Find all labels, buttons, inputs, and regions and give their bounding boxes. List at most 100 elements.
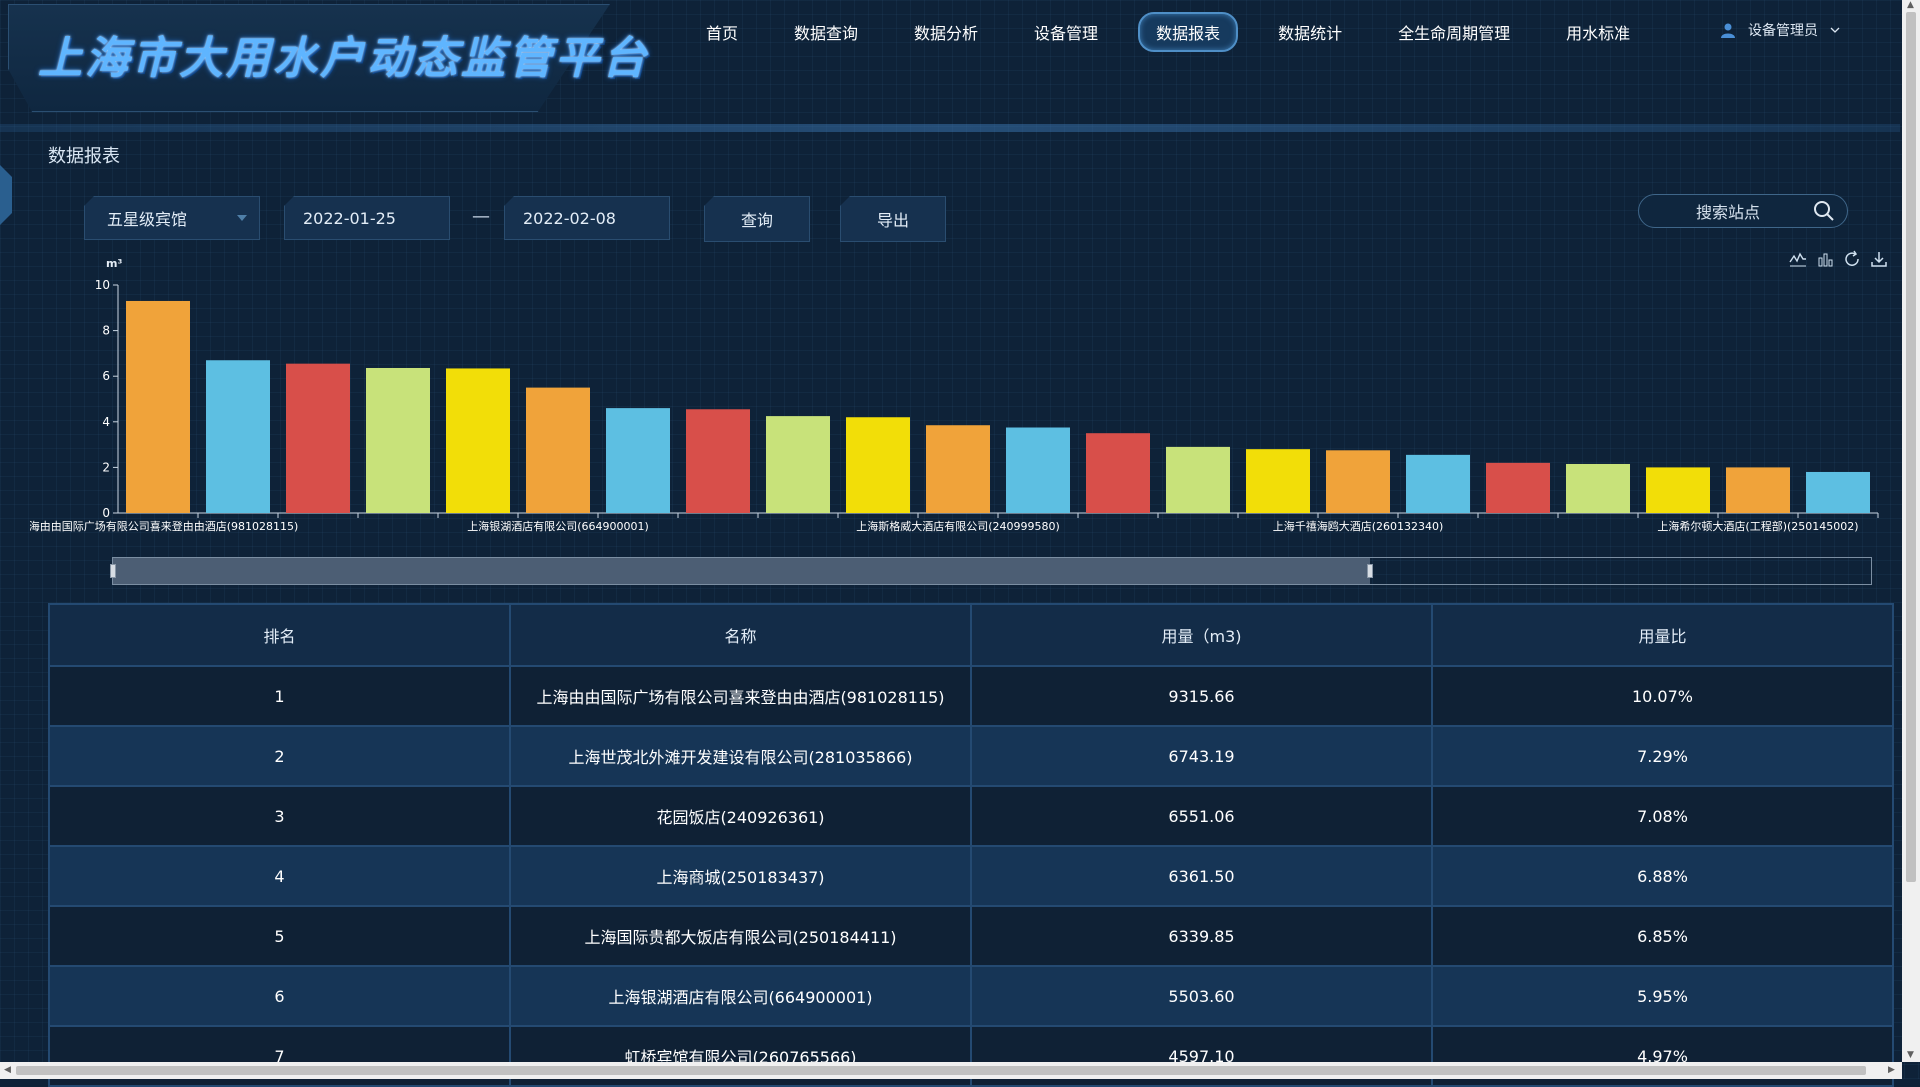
bar [766, 416, 830, 513]
table-cell: 4 [48, 845, 511, 907]
bar [846, 417, 910, 513]
nav-item-2[interactable]: 数据分析 [914, 24, 979, 43]
scroll-up-arrow-icon[interactable]: ▲ [1907, 0, 1914, 10]
table-cell: 6339.85 [970, 905, 1433, 967]
ranking-table: 排名 名称 用量（m3) 用量比 1 上海由由国际广场有限公司喜来登由由酒店(98102… [48, 603, 1894, 1087]
date-separator: — [472, 206, 490, 227]
bar [1486, 462, 1550, 513]
column-header: 名称 [509, 603, 972, 667]
bar [1806, 471, 1870, 513]
y-axis-unit: m³ [106, 258, 122, 270]
column-header: 用量（m3) [970, 603, 1433, 667]
bar [366, 367, 430, 513]
x-tick-label: 上海银湖酒店有限公司(664900001) [467, 519, 649, 533]
table-cell: 6551.06 [970, 785, 1433, 847]
table-header-row: 排名 名称 用量（m3) 用量比 [48, 603, 1894, 667]
search-icon[interactable] [1813, 200, 1835, 222]
table-row: 6 上海银湖酒店有限公司(664900001) 5503.60 5.95% [48, 965, 1894, 1027]
search-box [1638, 194, 1848, 229]
line-chart-icon[interactable] [1789, 250, 1807, 268]
y-tick-label: 6 [102, 369, 110, 383]
y-tick-label: 0 [102, 506, 110, 520]
bar [1726, 467, 1790, 513]
export-button[interactable]: 导出 [840, 196, 946, 242]
bar [1086, 433, 1150, 513]
nav-item-6[interactable]: 全生命周期管理 [1398, 24, 1511, 43]
bar [1326, 450, 1390, 513]
table-cell: 5.95% [1431, 965, 1894, 1027]
table-cell: 2 [48, 725, 511, 787]
x-tick-label: 上海希尔顿大酒店(工程部)(250145002) [1657, 519, 1858, 533]
nav-item-4[interactable]: 数据报表 [1138, 12, 1239, 52]
chart-zoom-slider[interactable] [110, 557, 1872, 585]
table-row: 3 花园饭店(240926361) 6551.06 7.08% [48, 785, 1894, 847]
column-header: 用量比 [1431, 603, 1894, 667]
category-select-value: 五星级宾馆 [107, 210, 188, 229]
table-cell: 1 [48, 665, 511, 727]
table-cell: 上海国际贵都大饭店有限公司(250184411) [509, 905, 972, 967]
bar-chart-icon[interactable] [1816, 250, 1834, 268]
table-cell: 6361.50 [970, 845, 1433, 907]
vertical-scroll-thumb[interactable] [1906, 12, 1916, 882]
bar [126, 300, 190, 513]
table-row: 1 上海由由国际广场有限公司喜来登由由酒店(981028115) 9315.66 10… [48, 665, 1894, 727]
user-menu[interactable]: 设备管理员 [1720, 20, 1840, 40]
nav-item-5[interactable]: 数据统计 [1278, 24, 1343, 43]
query-button[interactable]: 查询 [704, 196, 810, 242]
scroll-left-arrow-icon[interactable]: ◀ [4, 1065, 11, 1075]
zoom-selection[interactable] [113, 558, 1370, 584]
y-tick-label: 10 [95, 278, 110, 292]
bar [1166, 446, 1230, 513]
bar [1406, 454, 1470, 513]
download-icon[interactable] [1870, 250, 1888, 268]
x-tick-label: 上海由由国际广场有限公司喜来登由由酒店(981028115) [30, 519, 298, 533]
table-cell: 6743.19 [970, 725, 1433, 787]
refresh-icon[interactable] [1843, 250, 1861, 268]
table-cell: 花园饭店(240926361) [509, 785, 972, 847]
y-tick-label: 2 [102, 460, 110, 474]
decorative-bracket [0, 165, 12, 225]
zoom-handle-right[interactable] [1366, 564, 1373, 578]
nav-item-7[interactable]: 用水标准 [1566, 24, 1631, 43]
nav-item-1[interactable]: 数据查询 [794, 24, 859, 43]
scroll-down-arrow-icon[interactable]: ▼ [1907, 1050, 1914, 1060]
table-row: 5 上海国际贵都大饭店有限公司(250184411) 6339.85 6.85% [48, 905, 1894, 967]
start-date-input[interactable]: 2022-01-25 [284, 196, 450, 240]
horizontal-scroll-thumb[interactable] [16, 1066, 1866, 1075]
bar [206, 360, 270, 513]
table-cell: 上海商城(250183437) [509, 845, 972, 907]
logo-plate [8, 4, 610, 112]
chart-toolbox [1780, 250, 1888, 268]
table-cell: 5 [48, 905, 511, 967]
dropdown-arrow-icon [237, 215, 247, 221]
table-cell: 10.07% [1431, 665, 1894, 727]
vertical-scrollbar[interactable]: ▲ ▼ [1902, 0, 1920, 1062]
bar [1566, 463, 1630, 513]
table-cell: 7.08% [1431, 785, 1894, 847]
zoom-handle-left[interactable] [110, 564, 116, 578]
table-cell: 7.29% [1431, 725, 1894, 787]
end-date-input[interactable]: 2022-02-08 [504, 196, 670, 240]
scroll-right-arrow-icon[interactable]: ▶ [1888, 1065, 1895, 1075]
table-cell: 6 [48, 965, 511, 1027]
section-divider [0, 124, 1900, 132]
horizontal-scrollbar[interactable]: ◀ ▶ [0, 1062, 1902, 1079]
nav-item-0[interactable]: 首页 [706, 24, 739, 43]
nav-item-3[interactable]: 设备管理 [1034, 24, 1099, 43]
table-cell: 6.85% [1431, 905, 1894, 967]
table-cell: 3 [48, 785, 511, 847]
table-cell: 上海由由国际广场有限公司喜来登由由酒店(981028115) [509, 665, 972, 727]
category-select[interactable]: 五星级宾馆 [84, 196, 260, 240]
bar [1006, 427, 1070, 513]
page-title: 数据报表 [48, 146, 120, 167]
table-cell: 上海银湖酒店有限公司(664900001) [509, 965, 972, 1027]
bar [686, 409, 750, 513]
bar [1246, 449, 1310, 513]
bar [286, 363, 350, 513]
x-tick-label: 上海千禧海鸥大酒店(260132340) [1273, 519, 1444, 533]
table-cell: 上海世茂北外滩开发建设有限公司(281035866) [509, 725, 972, 787]
search-input[interactable] [1651, 195, 1805, 229]
user-icon [1721, 23, 1735, 38]
app-title: 上海市大用水户动态监管平台 [38, 33, 649, 84]
y-tick-label: 8 [102, 324, 110, 338]
